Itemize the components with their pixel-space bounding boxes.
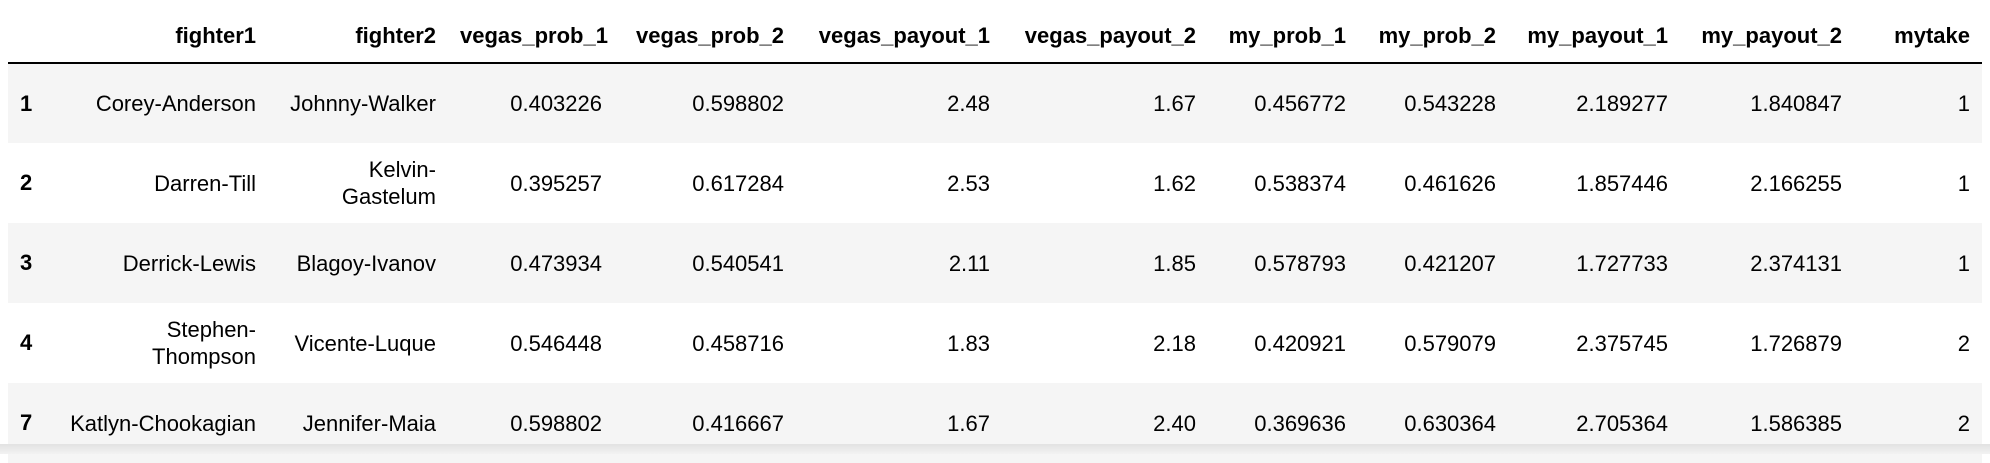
dataframe-table: fighter1 fighter2 vegas_prob_1 vegas_pro… [8, 10, 1982, 463]
cell-my-payout-1: 2.189277 [1576, 91, 1668, 116]
column-header-my-prob-1: my_prob_1 [1208, 10, 1358, 64]
cell-vegas-payout-2: 1.62 [1153, 170, 1196, 196]
cell-my-prob-2: 0.630364 [1404, 410, 1496, 436]
cell-my-payout-2: 2.166255 [1750, 170, 1842, 196]
cell-my-prob-2: 0.461626 [1404, 170, 1496, 196]
cell-fighter1: Corey-Anderson [95, 91, 256, 116]
row-index: 4 [20, 330, 33, 355]
cell-vegas-payout-2: 1.67 [1153, 91, 1196, 116]
cell-fighter2: Blagoy-Ivanov [296, 250, 436, 276]
column-header-mytake: mytake [1854, 10, 1982, 64]
cell-vegas-payout-2: 2.18 [1153, 330, 1196, 356]
cell-mytake: 1 [1957, 250, 1970, 276]
cell-my-prob-2: 0.579079 [1404, 330, 1496, 356]
cell-fighter1: Katlyn-Chookagian [70, 410, 256, 436]
cell-vegas-prob-1: 0.395257 [510, 170, 602, 196]
cell-vegas-payout-1: 2.48 [947, 91, 990, 116]
column-header-fighter1: fighter1 [54, 10, 268, 64]
row-index: 1 [20, 90, 33, 116]
cell-vegas-prob-2: 0.617284 [692, 170, 784, 196]
table-row: 2 Darren-Till Kelvin-Gastelum 0.395257 0… [8, 143, 1982, 223]
cell-mytake: 2 [1957, 330, 1970, 356]
cell-my-prob-1: 0.578793 [1254, 250, 1346, 276]
cell-mytake: 2 [1957, 410, 1970, 436]
column-header-vegas-payout-1: vegas_payout_1 [796, 10, 1002, 64]
cell-vegas-payout-1: 1.83 [947, 330, 990, 356]
column-header-my-payout-1: my_payout_1 [1508, 10, 1680, 64]
cell-my-prob-2: 0.543228 [1404, 91, 1496, 116]
cell-vegas-payout-1: 2.53 [947, 170, 990, 196]
table-row: 1 Corey-Anderson Johnny-Walker 0.403226 … [8, 63, 1982, 143]
cell-my-payout-2: 1.840847 [1750, 91, 1842, 116]
cell-my-payout-1: 1.857446 [1576, 170, 1668, 196]
header-row: fighter1 fighter2 vegas_prob_1 vegas_pro… [8, 10, 1982, 64]
cell-my-payout-1: 1.727733 [1576, 250, 1668, 276]
cell-vegas-prob-1: 0.403226 [510, 91, 602, 116]
row-index: 2 [20, 170, 33, 195]
cell-fighter2: Johnny-Walker [290, 91, 436, 116]
cell-fighter2: Vicente-Luque [294, 330, 437, 356]
output-bottom-edge [0, 444, 1990, 454]
column-header-my-prob-2: my_prob_2 [1358, 10, 1508, 64]
cell-my-prob-2: 0.421207 [1404, 250, 1496, 276]
cell-fighter2: Jennifer-Maia [302, 410, 436, 436]
row-index: 7 [20, 410, 33, 435]
cell-vegas-prob-2: 0.540541 [692, 250, 784, 276]
index-header [8, 10, 54, 64]
cell-my-payout-2: 1.726879 [1750, 330, 1842, 356]
cell-vegas-prob-2: 0.458716 [692, 330, 784, 356]
column-header-vegas-prob-2: vegas_prob_2 [614, 10, 796, 64]
cell-fighter1: Darren-Till [154, 170, 256, 196]
cell-vegas-payout-1: 1.67 [947, 410, 990, 436]
cell-vegas-prob-1: 0.598802 [510, 410, 602, 436]
column-header-my-payout-2: my_payout_2 [1680, 10, 1854, 64]
cell-my-payout-1: 2.375745 [1576, 330, 1668, 356]
column-header-vegas-payout-2: vegas_payout_2 [1002, 10, 1208, 64]
cell-my-prob-1: 0.420921 [1254, 330, 1346, 356]
cell-vegas-prob-2: 0.598802 [692, 91, 784, 116]
cell-fighter1: Derrick-Lewis [122, 250, 256, 276]
cell-vegas-prob-1: 0.473934 [510, 250, 602, 276]
row-index: 3 [20, 250, 33, 275]
cell-vegas-payout-2: 2.40 [1153, 410, 1196, 436]
cell-my-prob-1: 0.369636 [1254, 410, 1346, 436]
cell-my-payout-2: 1.586385 [1750, 410, 1842, 436]
cell-my-payout-1: 2.705364 [1576, 410, 1668, 436]
cell-my-prob-1: 0.538374 [1254, 170, 1346, 196]
cell-fighter1: Stephen-Thompson [152, 317, 256, 369]
dataframe-output: fighter1 fighter2 vegas_prob_1 vegas_pro… [8, 10, 1982, 463]
cell-my-prob-1: 0.456772 [1254, 91, 1346, 116]
cell-vegas-prob-2: 0.416667 [692, 410, 784, 436]
cell-mytake: 1 [1957, 170, 1970, 196]
cell-mytake: 1 [1957, 91, 1970, 116]
column-header-fighter2: fighter2 [268, 10, 448, 64]
cell-my-payout-2: 2.374131 [1750, 250, 1842, 276]
cell-vegas-prob-1: 0.546448 [510, 330, 602, 356]
cell-vegas-payout-1: 2.11 [948, 250, 990, 276]
cell-vegas-payout-2: 1.85 [1153, 250, 1196, 276]
table-row: 3 Derrick-Lewis Blagoy-Ivanov 0.473934 0… [8, 223, 1982, 303]
column-header-vegas-prob-1: vegas_prob_1 [448, 10, 614, 64]
cell-fighter2: Kelvin-Gastelum [341, 157, 436, 209]
table-row: 4 Stephen-Thompson Vicente-Luque 0.54644… [8, 303, 1982, 383]
